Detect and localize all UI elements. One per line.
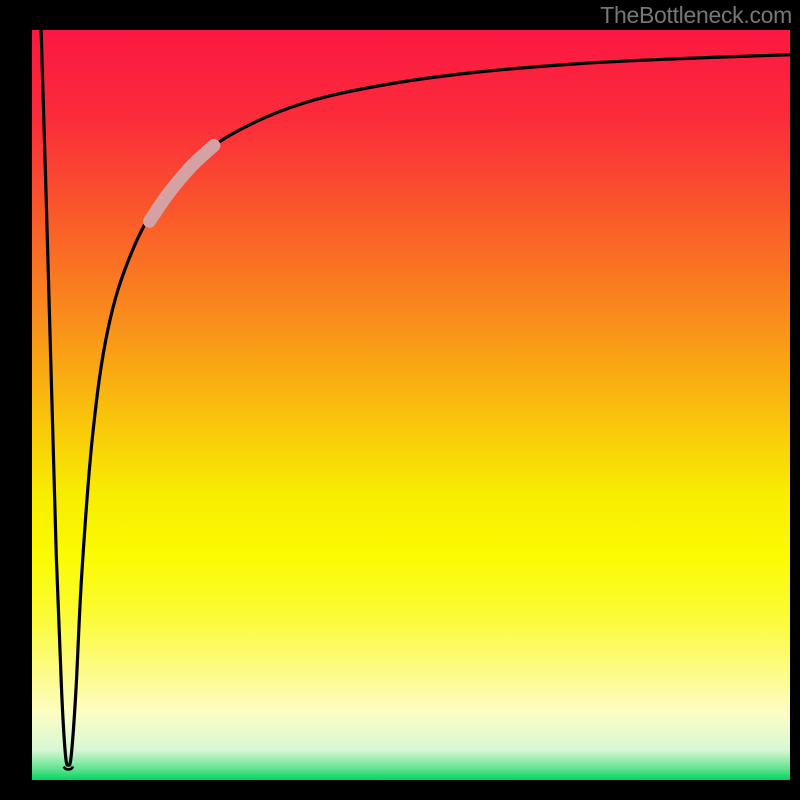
curve-overlay: [32, 30, 790, 780]
plot-area: [32, 30, 790, 780]
watermark-text: TheBottleneck.com: [600, 2, 792, 29]
main-curve: [41, 30, 790, 765]
dip-cap-arc: [64, 767, 73, 770]
highlight-segment: [149, 146, 213, 222]
chart-container: TheBottleneck.com: [0, 0, 800, 800]
